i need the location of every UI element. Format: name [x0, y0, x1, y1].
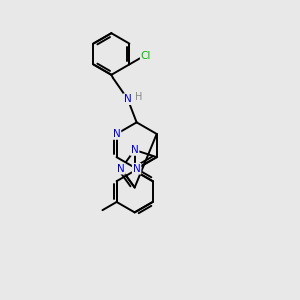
Text: N: N — [131, 145, 139, 155]
Text: N: N — [133, 164, 140, 174]
Text: Cl: Cl — [141, 51, 151, 61]
Text: N: N — [124, 94, 132, 104]
Text: H: H — [135, 92, 143, 102]
Text: N: N — [113, 129, 120, 139]
Text: N: N — [117, 164, 125, 174]
